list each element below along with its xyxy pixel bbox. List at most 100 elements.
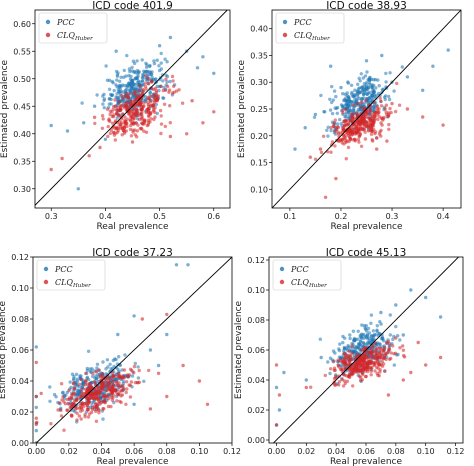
- data-point: [127, 92, 132, 96]
- data-point: [377, 84, 381, 88]
- data-point: [365, 112, 370, 116]
- data-point: [168, 79, 172, 84]
- data-point: [337, 383, 341, 387]
- data-point: [353, 93, 357, 97]
- data-point: [376, 117, 380, 122]
- data-point: [359, 122, 363, 126]
- data-point: [357, 374, 362, 379]
- data-point: [125, 124, 129, 129]
- data-point: [357, 140, 361, 144]
- data-point: [128, 383, 132, 387]
- data-point: [92, 104, 97, 108]
- data-point: [115, 78, 119, 82]
- data-point: [330, 111, 335, 116]
- data-point: [350, 367, 354, 371]
- data-point: [118, 123, 123, 128]
- data-point: [363, 356, 367, 360]
- data-point: [332, 121, 336, 126]
- data-point: [379, 99, 383, 104]
- data-point: [94, 419, 99, 423]
- data-point: [350, 358, 354, 362]
- data-point: [168, 104, 172, 108]
- data-point: [117, 375, 121, 379]
- data-point: [116, 113, 120, 118]
- data-point: [366, 341, 370, 345]
- data-point: [325, 128, 329, 132]
- data-point: [334, 176, 338, 181]
- data-point: [424, 295, 428, 300]
- y-tick-label: 0.55: [13, 47, 31, 56]
- data-point: [394, 336, 398, 340]
- data-point: [79, 394, 84, 399]
- data-point: [349, 83, 354, 88]
- data-point: [149, 80, 154, 84]
- data-point: [101, 417, 105, 421]
- data-point: [87, 377, 91, 382]
- legend-marker: [45, 19, 51, 25]
- data-point: [359, 144, 364, 148]
- data-point: [111, 358, 116, 363]
- legend-marker: [282, 19, 288, 25]
- data-point: [341, 92, 345, 96]
- data-point: [339, 85, 343, 90]
- y-tick-label: 0.00: [247, 436, 265, 445]
- data-point: [401, 348, 406, 352]
- data-point: [120, 368, 124, 372]
- data-point: [69, 394, 74, 398]
- series-clq: [274, 336, 443, 427]
- data-point: [424, 363, 428, 367]
- x-tick-label: 0.06: [125, 447, 143, 456]
- x-tick-label: 0.08: [387, 447, 405, 456]
- data-point: [125, 387, 129, 391]
- data-point: [369, 369, 373, 373]
- data-point: [375, 112, 379, 116]
- legend-label: PCC: [290, 265, 309, 274]
- data-point: [59, 382, 64, 386]
- data-point: [345, 91, 349, 95]
- y-axis-label: Estimated prevalence: [234, 300, 244, 399]
- data-point: [355, 91, 359, 95]
- data-point: [337, 365, 341, 369]
- legend-box: [272, 259, 342, 291]
- data-point: [159, 122, 164, 126]
- y-tick-label: 0.00: [11, 439, 29, 448]
- data-point: [74, 398, 79, 403]
- legend-box: [275, 12, 345, 44]
- data-point: [380, 123, 384, 127]
- data-point: [342, 351, 346, 355]
- data-point: [129, 134, 134, 138]
- data-point: [360, 371, 364, 375]
- data-point: [34, 428, 38, 433]
- data-point: [105, 358, 110, 362]
- data-point: [75, 411, 79, 415]
- scatter-points: [49, 35, 216, 191]
- data-point: [96, 385, 100, 389]
- x-tick-label: 0.4: [99, 212, 112, 221]
- data-point: [79, 377, 83, 382]
- data-point: [335, 111, 339, 116]
- data-point: [352, 367, 357, 371]
- data-point: [100, 126, 105, 130]
- data-point: [341, 349, 346, 353]
- data-point: [151, 104, 155, 108]
- series-clq: [34, 312, 210, 432]
- data-point: [321, 134, 326, 138]
- data-point: [342, 379, 347, 383]
- data-point: [446, 48, 450, 52]
- scatter-points: [34, 263, 210, 443]
- data-point: [146, 81, 151, 86]
- y-tick-label: 0.12: [247, 256, 265, 265]
- data-point: [382, 362, 386, 366]
- y-tick-label: 0.02: [247, 406, 265, 415]
- data-point: [144, 74, 148, 78]
- data-point: [140, 317, 144, 321]
- data-point: [83, 413, 87, 417]
- data-point: [362, 88, 366, 92]
- data-point: [277, 408, 282, 412]
- data-point: [416, 340, 420, 345]
- legend-label: PCC: [293, 18, 312, 27]
- data-point: [142, 104, 146, 108]
- data-point: [371, 345, 375, 349]
- data-point: [344, 107, 348, 112]
- data-point: [350, 344, 354, 348]
